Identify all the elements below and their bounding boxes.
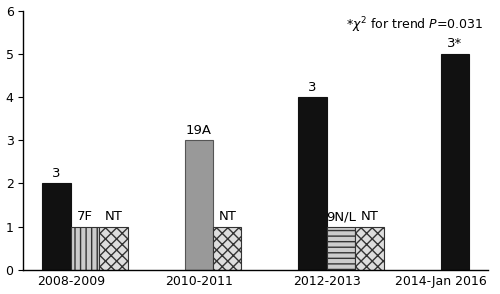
Bar (356, 227, 384, 270)
Text: 19A: 19A (186, 124, 212, 137)
Bar (327, 227, 356, 270)
Bar (70, 227, 99, 270)
Bar (184, 140, 213, 270)
Bar (440, 54, 469, 270)
Text: *$\chi^2$ for trend $\it{P}$=0.031: *$\chi^2$ for trend $\it{P}$=0.031 (346, 16, 484, 35)
Text: NT: NT (104, 210, 122, 223)
Text: NT: NT (218, 210, 236, 223)
Text: 3: 3 (308, 81, 317, 93)
Bar (213, 227, 242, 270)
Text: NT: NT (360, 210, 378, 223)
Bar (99, 227, 128, 270)
Text: 3*: 3* (448, 37, 462, 50)
Bar (42, 183, 70, 270)
Text: 7F: 7F (77, 210, 93, 223)
Text: 3: 3 (52, 167, 60, 180)
Text: 9N/L: 9N/L (326, 210, 356, 223)
Bar (298, 97, 327, 270)
